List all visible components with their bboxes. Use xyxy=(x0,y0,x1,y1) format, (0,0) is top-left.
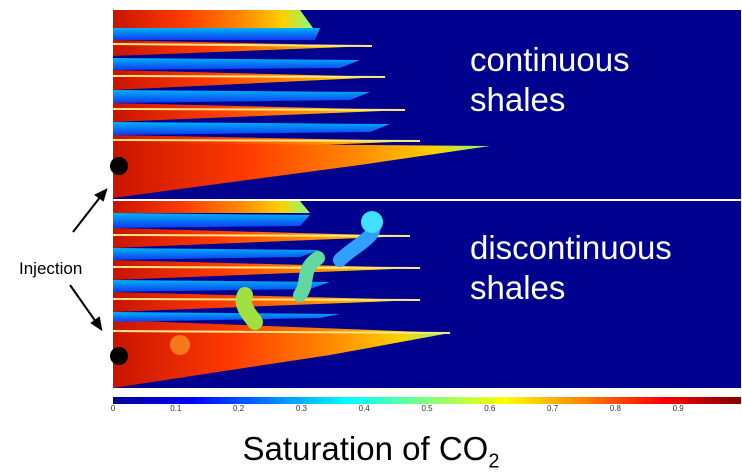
colorbar-tick: 0.9 xyxy=(672,404,684,413)
bottom-panel xyxy=(112,201,741,388)
colorbar-tick: 0.8 xyxy=(609,404,621,413)
colorbar-title-main: Saturation of CO xyxy=(242,430,489,467)
bottom-label-line1: discontinuous xyxy=(470,229,672,266)
injection-point-bottom xyxy=(110,347,128,365)
top-panel-label: continuous shales xyxy=(470,40,630,120)
injection-label: Injection xyxy=(19,259,83,278)
colorbar-tick: 0.6 xyxy=(484,404,496,413)
injection-arrows xyxy=(69,188,108,332)
colorbar-title-sub: 2 xyxy=(488,450,500,473)
bottom-label-line2: shales xyxy=(470,269,566,306)
colorbar-tick: 0.1 xyxy=(170,404,182,413)
colorbar xyxy=(113,397,741,404)
colorbar-tick: 0 xyxy=(110,404,116,413)
colorbar-tick: 0.4 xyxy=(358,404,370,413)
colorbar-tick: 0.5 xyxy=(421,404,433,413)
colorbar-title: Saturation of CO2 xyxy=(0,430,742,474)
colorbar-tick: 0.3 xyxy=(295,404,307,413)
bottom-panel-label: discontinuous shales xyxy=(470,228,672,308)
injection-point-top xyxy=(110,157,128,175)
colorbar-tick: 0.2 xyxy=(233,404,245,413)
top-label-line2: shales xyxy=(470,81,566,118)
top-panel xyxy=(112,10,741,199)
colorbar-tick: 0.7 xyxy=(547,404,559,413)
top-label-line1: continuous xyxy=(470,41,630,78)
